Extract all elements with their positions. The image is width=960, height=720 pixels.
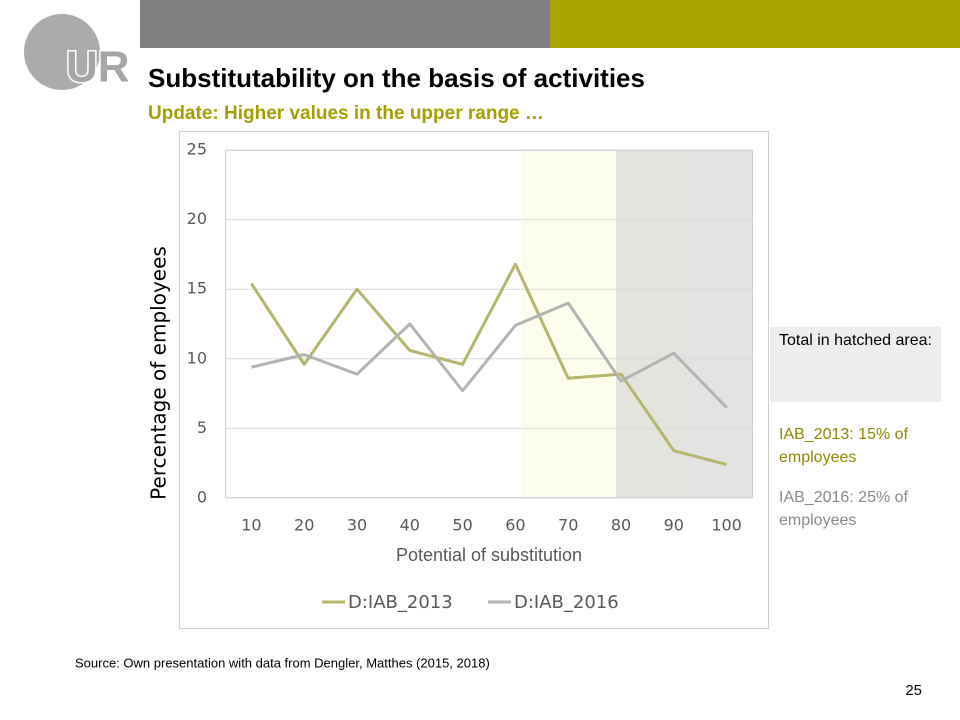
x-tick-label: 50: [452, 516, 472, 535]
plot: 0 5 10 15 20 25 10 20 30 40 50 60 70 80 90 100 D:IAB_201…: [187, 140, 753, 613]
overlap-band: [616, 150, 680, 498]
subtitle: Update: Higher values in the upper range…: [148, 103, 544, 124]
logo: UR: [66, 43, 130, 92]
logo-circle: [24, 14, 100, 90]
y-tick-label: 5: [197, 418, 207, 437]
legend-label: D:IAB_2013: [348, 592, 453, 613]
x-axis-label: Potential of substitution: [396, 545, 582, 565]
x-tick-label: 60: [505, 516, 525, 535]
x-tick-label: 90: [664, 516, 684, 535]
sidebar-box-text: Total in hatched area:: [779, 332, 932, 349]
note-2013-wrap: IAB_2013: 15% of employees: [779, 426, 908, 466]
x-tick-label: 20: [294, 516, 314, 535]
source: Source: Own presentation with data from …: [75, 655, 490, 670]
x-tick-label: 100: [711, 516, 742, 535]
series-line: [251, 301, 728, 409]
x-tick-label: 10: [241, 516, 261, 535]
sidebar-box: [770, 327, 941, 402]
title: Substitutability on the basis of activit…: [148, 63, 645, 93]
x-tick-label: 30: [347, 516, 367, 535]
header-bar-olive: [550, 0, 960, 48]
y-tick-label: 10: [187, 348, 207, 367]
y-axis-label: Percentage of employees: [147, 246, 171, 500]
header-bar-gray: [140, 0, 550, 48]
note-2016-wrap: IAB_2016: 25% of employees: [779, 489, 908, 529]
legend-label: D:IAB_2016: [514, 592, 619, 613]
y-tick-label: 20: [187, 209, 207, 228]
note-2016: IAB_2016: 25% of employees: [779, 489, 908, 529]
x-tick-label: 40: [400, 516, 420, 535]
x-tick-label: 80: [611, 516, 631, 535]
page-number: 25: [905, 682, 922, 699]
x-tick-label: 70: [558, 516, 578, 535]
y-tick-label: 15: [187, 279, 207, 298]
y-tick-label: 25: [187, 140, 207, 159]
note-2013: IAB_2013: 15% of employees: [779, 426, 908, 466]
sidebar-box-text-wrap: Total in hatched area:: [779, 332, 932, 349]
series-line: [250, 262, 727, 467]
y-tick-label: 0: [197, 488, 207, 507]
